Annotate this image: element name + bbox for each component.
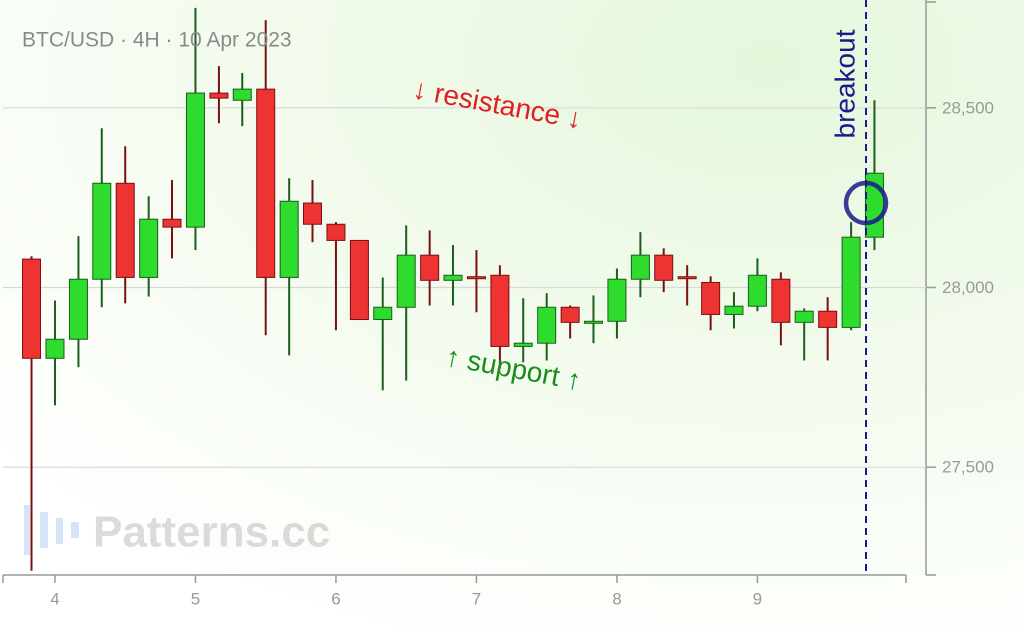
candle-body: [583, 320, 603, 324]
candle-body: [630, 254, 650, 280]
x-tick-label: 4: [50, 589, 59, 608]
candle-body: [724, 305, 744, 315]
candle-body: [466, 276, 486, 280]
candle-body: [537, 306, 557, 344]
candle-body: [256, 88, 276, 278]
x-tick-label: 5: [191, 589, 200, 608]
breakout-label: breakout: [829, 29, 860, 138]
x-tick-label: 7: [472, 589, 481, 608]
candles: [22, 7, 884, 571]
candle-body: [373, 306, 393, 320]
candle-body: [513, 342, 533, 347]
watermark: Patterns.cc: [24, 505, 330, 557]
candle-body: [68, 278, 88, 340]
candle-body: [607, 278, 627, 322]
candle-body: [279, 200, 299, 278]
candle-body: [841, 236, 861, 328]
candle-body: [162, 218, 182, 228]
candle-body: [302, 202, 322, 225]
watermark-icon: [56, 518, 63, 544]
x-tick-label: 6: [331, 589, 340, 608]
candle-body: [654, 254, 674, 281]
x-tick-label: 9: [753, 589, 762, 608]
watermark-icon: [24, 505, 30, 555]
candle-body: [420, 254, 440, 281]
x-tick-label: 8: [612, 589, 621, 608]
chart-title: BTC/USD · 4H · 10 Apr 2023: [22, 29, 292, 52]
candle-body: [349, 239, 369, 320]
breakout-point: [843, 180, 889, 226]
candle-body: [794, 310, 814, 323]
candle-body: [443, 274, 463, 281]
candle-body: [115, 182, 135, 278]
watermark-text: Patterns.cc: [93, 508, 330, 557]
candle-body: [139, 218, 159, 278]
candle-body: [45, 338, 65, 359]
candle-body: [490, 274, 510, 347]
candle-body: [326, 223, 346, 241]
candle-body: [185, 92, 205, 228]
watermark-icon: [40, 512, 48, 548]
candle-body: [92, 182, 112, 280]
candle-body: [677, 276, 697, 280]
candle-body: [22, 258, 42, 359]
candle-body: [771, 278, 791, 323]
candle-body: [209, 92, 229, 99]
watermark-icon: [71, 522, 79, 538]
y-tick-label: 27,500: [942, 458, 994, 477]
y-tick-label: 28,500: [942, 98, 994, 117]
candle-body: [747, 274, 767, 307]
candle-body: [701, 281, 721, 315]
candle-body: [396, 254, 416, 308]
y-tick-label: 28,000: [942, 278, 994, 297]
candle-body: [818, 310, 838, 328]
candle-body: [560, 306, 580, 323]
candle-body: [232, 88, 252, 101]
